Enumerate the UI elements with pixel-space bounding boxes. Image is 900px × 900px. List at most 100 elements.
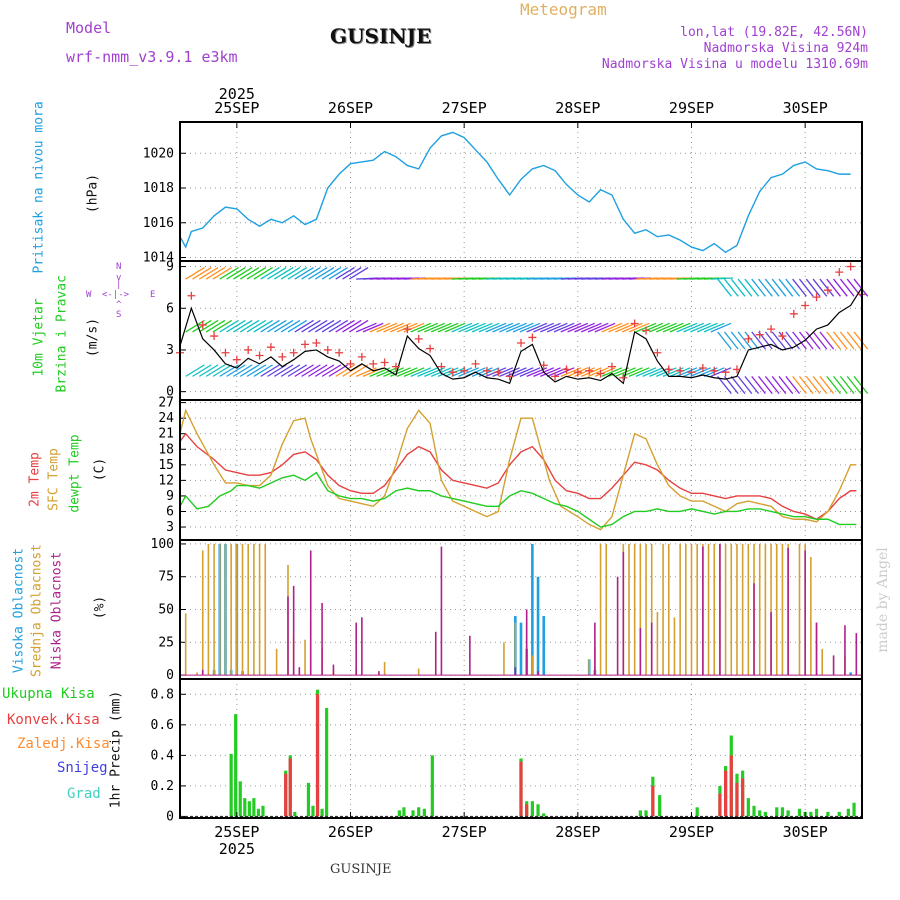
wind-barb [253, 364, 273, 377]
wind-barb [737, 278, 753, 297]
cloud-bar-mid_cloud [236, 543, 238, 676]
wind-barb [198, 364, 219, 377]
y-tick-label: 50 [158, 603, 174, 618]
precip-bar-total_precip [797, 808, 802, 817]
wind-barb [301, 364, 321, 377]
wind-barb [771, 278, 787, 297]
precip-bar-total_precip [536, 804, 540, 817]
cloud-bar-low_cloud [616, 576, 619, 676]
wind-barb [553, 367, 575, 377]
wind-barb [246, 267, 267, 280]
precip-bar-conv_precip [525, 804, 529, 817]
wind-gust-marker [301, 340, 310, 349]
wind-barb [662, 322, 684, 333]
cloud-bar-mid_cloud [241, 543, 244, 676]
wind-barb [294, 319, 314, 333]
wind-gust-marker [505, 372, 514, 381]
cloud-bar-mid_cloud [667, 543, 670, 676]
wind-gust-marker [357, 352, 366, 361]
precip-bar-total_precip [775, 807, 779, 817]
cloud-bar-low_cloud [292, 585, 295, 676]
wind-barb [458, 367, 479, 377]
cloud-bar-low_cloud [832, 655, 835, 676]
cloud-bar-low_cloud [537, 671, 539, 676]
cloud-bar-low_cloud [770, 612, 772, 676]
wind-barb [239, 319, 260, 333]
precip-bar-total_precip [417, 807, 421, 817]
wind-barb [628, 322, 650, 333]
wind-barb [601, 322, 623, 333]
wind-barb [635, 367, 657, 377]
wind-gust-marker [789, 309, 798, 318]
precip-bar-total_precip [846, 808, 850, 817]
wind-barb [335, 364, 355, 377]
wind-barb [219, 267, 239, 280]
wind-barb [717, 278, 732, 297]
wind-barb [608, 322, 630, 333]
wind-gust-marker [312, 339, 321, 348]
cloud-bar-high_cloud [519, 622, 523, 676]
cloud-bar-mid_cloud [685, 543, 687, 676]
wind-barb [383, 367, 404, 377]
wind-barb [499, 367, 520, 377]
wind-barb [812, 278, 828, 297]
y-tick-label: 21 [158, 427, 174, 442]
x-tick-label-top: 25SEP [214, 99, 259, 117]
cloud-bar-low_cloud [844, 625, 846, 676]
precip-bar-total_precip [644, 810, 648, 817]
cloud-bar-low_cloud [622, 551, 625, 676]
wind-barb [212, 319, 233, 333]
wind-gust-marker [323, 345, 332, 354]
model-name: wrf-nmm_v3.9.1 e3km [66, 48, 238, 66]
precip-bar-total_precip [293, 811, 297, 817]
y-tick-label: 15 [158, 458, 174, 473]
wind-barb [321, 364, 342, 377]
wind-gust-marker [244, 345, 253, 354]
wind-barb [758, 278, 773, 297]
wind-barb [656, 322, 677, 333]
wind-barb [335, 319, 355, 333]
wind-gust-marker [289, 348, 298, 357]
precip-bar-total_precip [658, 795, 662, 817]
wind-barb [212, 267, 233, 280]
wind-barb [826, 375, 841, 395]
compass-west: W [86, 290, 92, 300]
wind-barb [390, 367, 411, 377]
wind-barb [198, 267, 219, 280]
cloud-bar-mid_cloud [741, 543, 744, 676]
cloud-bar-mid_cloud [230, 543, 232, 676]
precip-bar-total_precip [786, 810, 790, 817]
wind-gust-marker [767, 325, 776, 334]
cloud-bar-low_cloud [469, 635, 471, 676]
wind-barb [301, 267, 321, 280]
wind-barb [233, 267, 253, 280]
wind-barb [540, 367, 561, 377]
wind-gust-marker [744, 334, 753, 343]
wind-barb [587, 322, 609, 333]
wind-barb [260, 319, 280, 333]
cloud-bar-mid_cloud [798, 543, 801, 676]
precip-bar-total_precip [542, 813, 546, 817]
cloud-bar-high_cloud [849, 672, 852, 676]
cloud-bar-mid_cloud [514, 622, 517, 676]
y-tick-label: 1018 [143, 181, 174, 196]
precip-bar-total_precip [261, 805, 265, 817]
cloud-bar-mid_cloud [531, 655, 534, 676]
wind-gust-marker [266, 343, 275, 352]
wind-barb [805, 331, 821, 350]
wind-barb [792, 278, 807, 297]
precip-bar-total_precip [234, 714, 238, 817]
cloud-bar-mid_cloud [781, 543, 784, 676]
wind-gust-marker [232, 355, 241, 364]
y-tick-label: 0 [166, 668, 174, 683]
precip-bar-total_precip [306, 782, 311, 817]
cloud-bar-mid_cloud [247, 543, 249, 676]
y-tick-label: 24 [158, 411, 174, 426]
precip-bar-total_precip [752, 805, 756, 817]
cloud-bar-mid_cloud [605, 543, 608, 676]
wind-barb [580, 322, 602, 333]
wind-gust-marker [630, 319, 639, 328]
lonlat-label: lon,lat (19.82E, 42.56N) [680, 25, 868, 40]
cloud-bar-low_cloud [594, 622, 596, 676]
cloud-bar-mid_cloud [599, 543, 602, 676]
